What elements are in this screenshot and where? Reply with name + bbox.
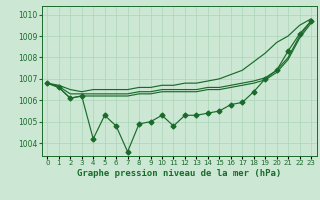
X-axis label: Graphe pression niveau de la mer (hPa): Graphe pression niveau de la mer (hPa) [77,169,281,178]
